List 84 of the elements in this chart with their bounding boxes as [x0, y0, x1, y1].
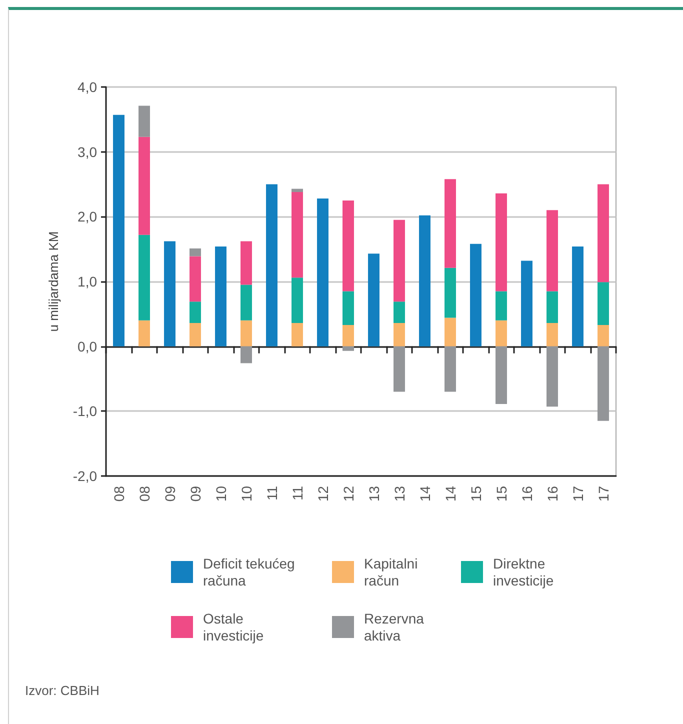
- x-tick-label: 08: [136, 486, 152, 502]
- x-tick-label: 09: [162, 486, 178, 502]
- x-tick-label: 08: [110, 486, 127, 502]
- x-tick-label: 17: [595, 486, 612, 502]
- bar: [342, 291, 354, 325]
- bar: [368, 254, 380, 346]
- x-tick-label: 12: [340, 486, 356, 502]
- y-tick-label: -2,0: [72, 468, 98, 484]
- bar: [292, 192, 303, 278]
- x-tick-label: 15: [493, 486, 510, 502]
- bar: [113, 114, 124, 346]
- x-tick-label: 10: [238, 486, 254, 502]
- bar: [164, 241, 176, 346]
- y-tick-label: 0,0: [78, 338, 98, 354]
- bar: [240, 284, 252, 320]
- bar: [190, 302, 201, 323]
- x-tick-label: 13: [366, 486, 382, 502]
- legend-label: Deficit tekućeg računa: [203, 556, 295, 588]
- legend-label: Kapitalni račun: [364, 556, 418, 588]
- bar: [190, 248, 201, 256]
- y-tick-label: 4,0: [78, 79, 98, 95]
- text: Izvor: CBBiH: [25, 683, 100, 698]
- x-tick-label: 12: [314, 486, 331, 502]
- bar: [394, 302, 405, 323]
- bar: [521, 260, 532, 346]
- bar: [496, 346, 507, 404]
- bar: [138, 136, 150, 235]
- bar: [444, 318, 456, 346]
- bar: [240, 346, 252, 364]
- bar: [598, 324, 609, 346]
- bar: [598, 346, 609, 421]
- legend-label: Direktne investicije: [493, 556, 554, 588]
- bar: [292, 188, 303, 192]
- x-tick-label: 16: [518, 486, 535, 502]
- bar: [292, 322, 303, 346]
- x-tick-label: 14: [416, 486, 433, 502]
- bar: [470, 244, 482, 346]
- bar: [394, 322, 405, 346]
- bar: [342, 324, 354, 346]
- bar: [496, 291, 507, 320]
- bar: [215, 246, 226, 346]
- bar: [240, 320, 252, 346]
- x-tick-label: 15: [468, 486, 484, 502]
- bar: [342, 200, 354, 292]
- bar: [419, 215, 430, 346]
- x-tick-label: 17: [570, 486, 586, 502]
- bar: [546, 291, 558, 323]
- bar: [317, 198, 328, 346]
- bar: [598, 184, 609, 282]
- x-tick-label: 10: [212, 486, 229, 502]
- x-tick-label: 09: [187, 486, 204, 502]
- bar: [190, 256, 201, 302]
- y-tick-label: 1,0: [78, 274, 98, 290]
- bar: [572, 246, 584, 346]
- x-tick-label: 13: [391, 486, 408, 502]
- y-axis-title: u milijardama KM: [46, 231, 61, 332]
- y-tick-label: 3,0: [78, 144, 98, 160]
- bar: [496, 193, 507, 292]
- x-tick-label: 14: [442, 486, 458, 502]
- bar: [546, 210, 558, 292]
- legend-label: Ostale investicije: [203, 610, 264, 644]
- bar: [546, 346, 558, 407]
- y-tick-label: 2,0: [78, 208, 98, 225]
- bar: [240, 241, 252, 285]
- x-tick-label: 16: [544, 486, 560, 502]
- legend-label: Rezervna aktiva: [364, 610, 424, 644]
- bar: [138, 320, 150, 346]
- bar: [292, 278, 303, 323]
- bar: [394, 220, 405, 302]
- x-tick-label: 11: [264, 486, 280, 501]
- bar: [444, 179, 456, 268]
- bar: [138, 234, 150, 320]
- bar: [138, 106, 150, 137]
- y-tick-label: -1,0: [72, 403, 98, 420]
- bar: [266, 184, 278, 346]
- bar: [444, 346, 456, 392]
- x-tick-label: 11: [289, 486, 306, 501]
- bar: [190, 322, 201, 346]
- bar: [394, 346, 405, 392]
- bar: [342, 346, 354, 351]
- bar: [496, 320, 507, 346]
- bar: [598, 282, 609, 325]
- bar: [444, 268, 456, 318]
- bar: [546, 322, 558, 346]
